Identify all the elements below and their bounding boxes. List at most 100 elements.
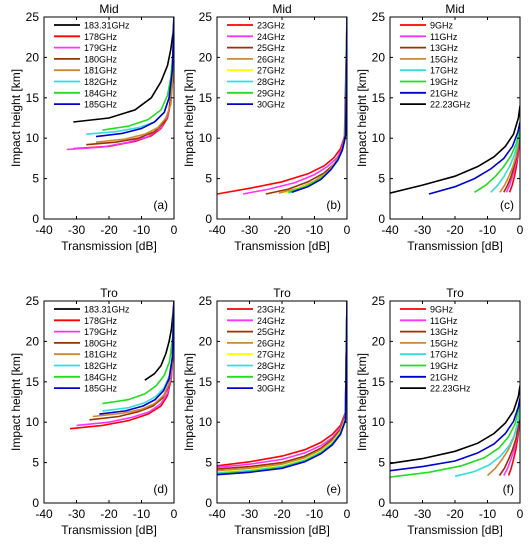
series-line-181GHz xyxy=(95,17,174,143)
x-tick-label: -40 xyxy=(35,507,53,521)
y-tick-label: 10 xyxy=(199,415,213,429)
y-tick-label: 25 xyxy=(372,10,386,24)
legend-entry: 22.23GHz xyxy=(430,100,471,110)
legend-entry: 26GHz xyxy=(257,54,286,64)
legend-entry: 15GHz xyxy=(430,54,459,64)
series-line-19GHz xyxy=(474,129,520,193)
legend-entry: 182GHz xyxy=(84,361,118,371)
y-tick-label: 20 xyxy=(199,50,213,64)
chart-title: Mid xyxy=(445,2,464,16)
y-tick-label: 25 xyxy=(199,10,213,24)
x-tick-label: -10 xyxy=(133,507,151,521)
x-tick-label: -30 xyxy=(414,223,432,237)
plot-area xyxy=(390,105,520,195)
y-tick-label: 25 xyxy=(199,294,213,308)
x-axis-label: Transmission [dB] xyxy=(234,239,330,253)
y-tick-label: 0 xyxy=(378,212,385,226)
legend-entry: 29GHz xyxy=(257,88,286,98)
chart-panel-a: -40 -30 -20 -10 0 0 5 10 15 20 25 Mid Transmission [… xyxy=(9,2,178,253)
y-tick-label: 15 xyxy=(199,375,213,389)
legend-entry: 27GHz xyxy=(257,66,286,76)
legend-entry: 181GHz xyxy=(84,350,118,360)
chart-panel-f: -40 -30 -20 -10 0 0 5 10 15 20 25 Tro Transmission [… xyxy=(355,286,524,537)
y-tick-label: 10 xyxy=(26,415,40,429)
x-tick-label: -30 xyxy=(241,507,259,521)
x-tick-label: -20 xyxy=(273,223,291,237)
legend-entry: 184GHz xyxy=(84,88,118,98)
series-line-30GHz xyxy=(217,301,347,476)
series-line-13GHz xyxy=(498,410,520,476)
panel-label: (b) xyxy=(326,198,341,212)
panel-label: (a) xyxy=(153,198,168,212)
legend-entry: 17GHz xyxy=(430,66,459,76)
chart-title: Tro xyxy=(446,286,464,300)
legend-entry: 25GHz xyxy=(257,43,286,53)
y-tick-label: 5 xyxy=(205,456,212,470)
legend-entry: 21GHz xyxy=(430,372,459,382)
legend-entry: 185GHz xyxy=(84,384,118,394)
legend-entry: 26GHz xyxy=(257,338,286,348)
chart-panel-e: -40 -30 -20 -10 0 0 5 10 15 20 25 Tro Transmission [… xyxy=(182,286,351,537)
y-tick-label: 5 xyxy=(205,172,212,186)
chart-panel-d: -40 -30 -20 -10 0 0 5 10 15 20 25 Tro Transmission [… xyxy=(9,286,178,537)
x-tick-label: 0 xyxy=(171,223,178,237)
y-tick-label: 0 xyxy=(378,496,385,510)
series-line-26GHz xyxy=(278,17,347,194)
x-tick-label: -30 xyxy=(241,223,259,237)
y-tick-label: 10 xyxy=(199,131,213,145)
y-tick-label: 15 xyxy=(372,375,386,389)
chart-panel-c: -40 -30 -20 -10 0 0 5 10 15 20 25 Mid Transmission [… xyxy=(355,2,524,253)
legend-entry: 28GHz xyxy=(257,361,286,371)
panel-label: (c) xyxy=(500,198,514,212)
x-tick-label: 0 xyxy=(344,507,351,521)
x-axis-label: Transmission [dB] xyxy=(61,523,157,537)
panel-label: (f) xyxy=(503,482,514,496)
y-axis-label: Impact height [km] xyxy=(355,69,369,167)
legend-entry: 19GHz xyxy=(430,361,459,371)
y-tick-label: 25 xyxy=(372,294,386,308)
y-tick-label: 15 xyxy=(372,91,386,105)
y-tick-label: 0 xyxy=(205,212,212,226)
y-tick-label: 0 xyxy=(205,496,212,510)
y-tick-label: 20 xyxy=(372,50,386,64)
x-tick-label: -20 xyxy=(446,223,464,237)
x-axis-label: Transmission [dB] xyxy=(407,523,503,537)
y-axis-label: Impact height [km] xyxy=(9,69,23,167)
plot-area xyxy=(66,17,174,151)
legend-entry: 179GHz xyxy=(84,43,118,53)
legend-entry: 23GHz xyxy=(257,21,286,31)
legend-entry: 11GHz xyxy=(430,32,458,42)
y-axis-label: Impact height [km] xyxy=(355,353,369,451)
x-tick-label: -30 xyxy=(414,507,432,521)
series-line-17GHz xyxy=(490,129,520,193)
legend-entry: 180GHz xyxy=(84,54,118,64)
x-tick-label: -30 xyxy=(68,507,86,521)
x-tick-label: -10 xyxy=(306,223,324,237)
y-tick-label: 20 xyxy=(199,334,213,348)
x-tick-label: -30 xyxy=(68,223,86,237)
x-tick-label: -20 xyxy=(273,507,291,521)
series-line-28GHz xyxy=(288,17,347,194)
chart-title: Tro xyxy=(100,286,118,300)
y-tick-label: 10 xyxy=(26,131,40,145)
series-line-183-31GHz xyxy=(73,17,174,123)
chart-title: Mid xyxy=(272,2,291,16)
chart-title: Mid xyxy=(99,2,118,16)
legend-entry: 21GHz xyxy=(430,88,459,98)
x-axis-label: Transmission [dB] xyxy=(61,239,157,253)
legend: 183.31GHz178GHz179GHz180GHz181GHz182GHz1… xyxy=(54,21,130,110)
series-line-183-31GHz xyxy=(144,301,174,381)
legend-entry: 182GHz xyxy=(84,77,118,87)
x-axis-label: Transmission [dB] xyxy=(407,239,503,253)
series-line-17GHz xyxy=(454,405,520,478)
x-tick-label: -10 xyxy=(479,223,497,237)
legend-entry: 27GHz xyxy=(257,350,286,360)
legend-entry: 180GHz xyxy=(84,338,118,348)
chart-title: Tro xyxy=(273,286,291,300)
y-tick-label: 15 xyxy=(199,91,213,105)
